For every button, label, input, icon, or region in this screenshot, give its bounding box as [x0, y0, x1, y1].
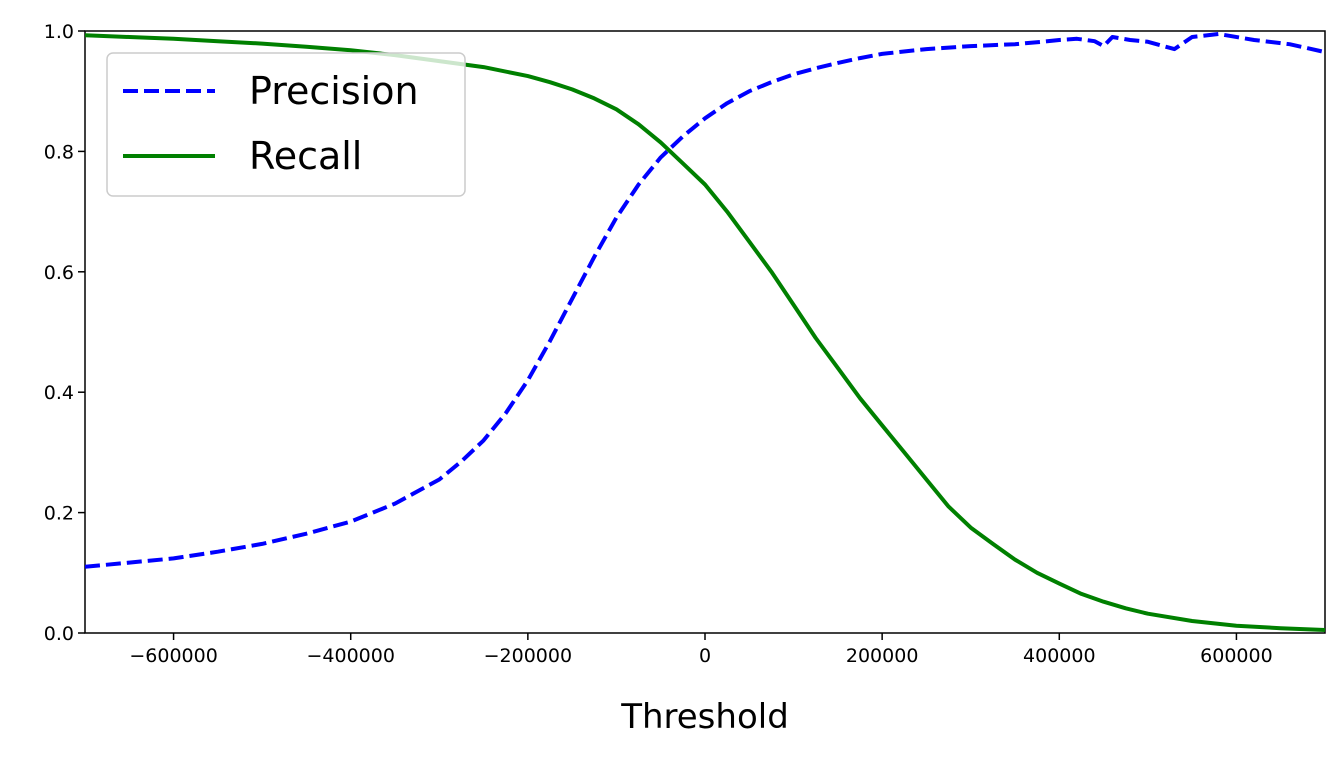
x-tick-label: 200000	[846, 645, 919, 667]
y-tick-label: 0.0	[44, 623, 74, 645]
series-line-precision	[85, 32, 1325, 569]
x-tick-label: −400000	[306, 645, 394, 667]
legend-box	[106, 52, 466, 197]
legend-label-recall: Recall	[249, 134, 362, 178]
y-tick-label: 1.0	[44, 21, 74, 43]
x-tick-label: 400000	[1023, 645, 1096, 667]
x-tick-label: 600000	[1200, 645, 1273, 667]
y-axis: 0.0 0.2 0.4 0.6 0.8 1.0	[44, 21, 85, 645]
y-tick-label: 0.6	[44, 262, 74, 284]
x-tick-label: 0	[699, 645, 711, 667]
y-tick-label: 0.8	[44, 141, 74, 163]
y-tick-label: 0.2	[44, 503, 74, 525]
x-tick-label: −600000	[129, 645, 217, 667]
x-axis-label: Threshold	[620, 697, 789, 737]
x-axis: −600000 −400000 −200000 0 200000 400000 600000	[129, 633, 1273, 667]
legend: Precision Recall	[106, 52, 466, 197]
x-tick-label: −200000	[484, 645, 572, 667]
y-tick-label: 0.4	[44, 382, 74, 404]
legend-label-precision: Precision	[249, 69, 419, 113]
